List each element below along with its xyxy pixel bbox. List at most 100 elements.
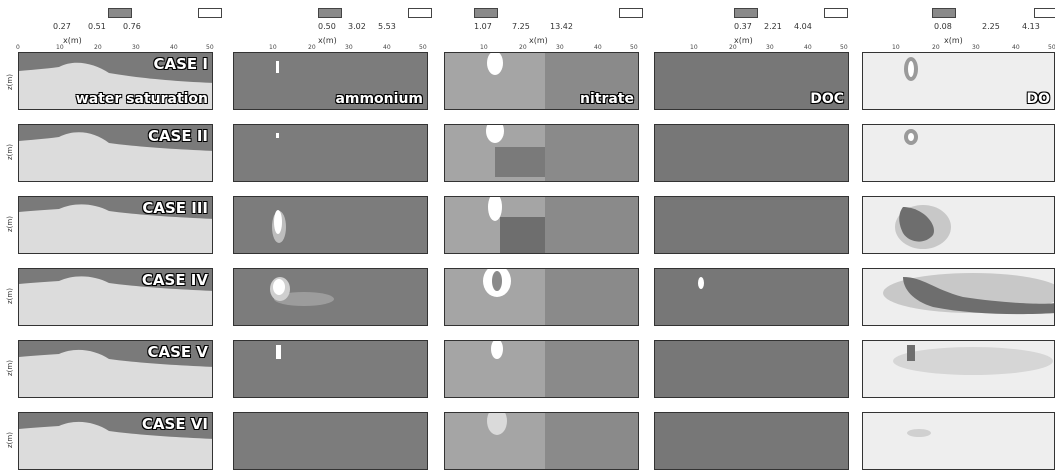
colorbar-high-swatch: [198, 8, 222, 18]
colorbar-value-mid: 2.25: [982, 22, 1000, 31]
panel-case-3: [654, 196, 849, 254]
x-tick: 30: [132, 44, 140, 51]
panel-case-1: nitrate: [444, 52, 639, 110]
colorbar: 0.08 2.25 4.13: [862, 4, 1055, 34]
panel-case-5: [233, 340, 428, 398]
x-tick: 20: [519, 44, 527, 51]
water-saturation-field: [19, 197, 212, 219]
x-tick: 10: [480, 44, 488, 51]
do-field: [883, 273, 1054, 315]
x-tick: 0: [16, 44, 20, 51]
variable-label: DOC: [810, 91, 844, 107]
do-field: [904, 129, 918, 145]
x-tick: 20: [94, 44, 102, 51]
panel-case-2: [862, 124, 1055, 182]
colorbar: 1.07 7.25 13.42: [444, 4, 649, 34]
colorbar: 0.37 2.21 4.04: [654, 4, 859, 34]
colorbar-low-swatch: [932, 8, 956, 18]
y-axis-label: z(m): [6, 360, 14, 376]
colorbar-high-swatch: [1034, 8, 1055, 18]
case-label: CASE V: [147, 343, 209, 361]
colorbar-value-max: 4.13: [1022, 22, 1040, 31]
x-tick: 30: [345, 44, 353, 51]
colorbar: 0.27 0.51 0.76: [8, 4, 222, 34]
colorbar-low-swatch: [734, 8, 758, 18]
case-label: CASE I: [153, 55, 208, 73]
column-water-saturation: 0.27 0.51 0.76 x(m) 0 10 20 30 40 50 CAS…: [6, 0, 222, 472]
colorbar-value-min: 0.37: [734, 22, 752, 31]
panel-case-2: [233, 124, 428, 182]
panel-case-6: CASE VI: [18, 412, 213, 470]
panel-case-2: CASE II: [18, 124, 213, 182]
colorbar-value-max: 13.42: [550, 22, 573, 31]
colorbar-value-max: 5.53: [378, 22, 396, 31]
do-field: [907, 429, 931, 437]
x-tick: 50: [1048, 44, 1055, 51]
ammonium-field: [276, 61, 279, 73]
case-label: CASE II: [147, 127, 208, 145]
x-ticks: 10 20 30 40 50: [654, 44, 859, 54]
panel-case-2: [654, 124, 849, 182]
colorbar-value-max: 0.76: [123, 22, 141, 31]
nitrate-field: [445, 53, 545, 109]
x-tick: 40: [1012, 44, 1020, 51]
x-axis-label: x(m): [529, 36, 548, 45]
x-axis-label: x(m): [944, 36, 963, 45]
x-tick: 10: [690, 44, 698, 51]
x-axis-label: x(m): [318, 36, 337, 45]
do-field: [893, 345, 1053, 375]
ammonium-field: [272, 210, 286, 243]
colorbar-high-swatch: [408, 8, 432, 18]
nitrate-field: [445, 269, 545, 325]
panel-case-3: [862, 196, 1055, 254]
x-tick: 30: [766, 44, 774, 51]
case-label: CASE IV: [141, 271, 208, 289]
y-axis-label: z(m): [6, 288, 14, 304]
x-ticks: 0 10 20 30 40 50: [8, 44, 214, 54]
water-saturation-field: [19, 341, 212, 367]
x-tick: 30: [972, 44, 980, 51]
nitrate-field: [445, 197, 545, 253]
x-tick: 20: [729, 44, 737, 51]
panel-case-5: [862, 340, 1055, 398]
panel-case-2: [444, 124, 639, 182]
colorbar-value-min: 0.50: [318, 22, 336, 31]
y-axis-label: z(m): [6, 216, 14, 232]
panel-case-5: [654, 340, 849, 398]
x-tick: 10: [892, 44, 900, 51]
ammonium-field: [276, 133, 279, 138]
x-tick: 40: [383, 44, 391, 51]
panel-case-6: [233, 412, 428, 470]
water-saturation-field: [19, 413, 212, 439]
panel-case-4: [862, 268, 1055, 326]
x-ticks: 10 20 30 40 50: [862, 44, 1055, 54]
variable-label: DO: [1026, 91, 1050, 107]
y-axis-label: z(m): [6, 74, 14, 90]
panel-case-5: CASE V: [18, 340, 213, 398]
panel-case-1: DOC: [654, 52, 849, 110]
colorbar-value-min: 0.08: [934, 22, 952, 31]
x-ticks: 10 20 30 40 50: [233, 44, 438, 54]
column-doc: 0.37 2.21 4.04 x(m) 10 20 30 40 50 DOC: [654, 0, 859, 472]
panel-case-3: [444, 196, 639, 254]
panel-case-1: CASE I water saturation: [18, 52, 213, 110]
x-tick: 50: [630, 44, 638, 51]
panel-case-4: CASE IV: [18, 268, 213, 326]
column-do: 0.08 2.25 4.13 x(m) 10 20 30 40 50 DO: [862, 0, 1055, 472]
colorbar-value-min: 1.07: [474, 22, 492, 31]
colorbar-value-mid: 3.02: [348, 22, 366, 31]
y-axis-label: z(m): [6, 432, 14, 448]
x-tick: 40: [594, 44, 602, 51]
colorbar-low-swatch: [318, 8, 342, 18]
do-field: [895, 205, 951, 249]
x-ticks: 10 20 30 40 50: [444, 44, 649, 54]
y-axis-label: z(m): [6, 144, 14, 160]
panel-case-6: [444, 412, 639, 470]
x-tick: 30: [556, 44, 564, 51]
case-label: CASE III: [142, 199, 208, 217]
x-tick: 10: [56, 44, 64, 51]
x-tick: 40: [170, 44, 178, 51]
panel-case-4: [233, 268, 428, 326]
x-axis-label: x(m): [63, 36, 82, 45]
x-tick: 20: [932, 44, 940, 51]
